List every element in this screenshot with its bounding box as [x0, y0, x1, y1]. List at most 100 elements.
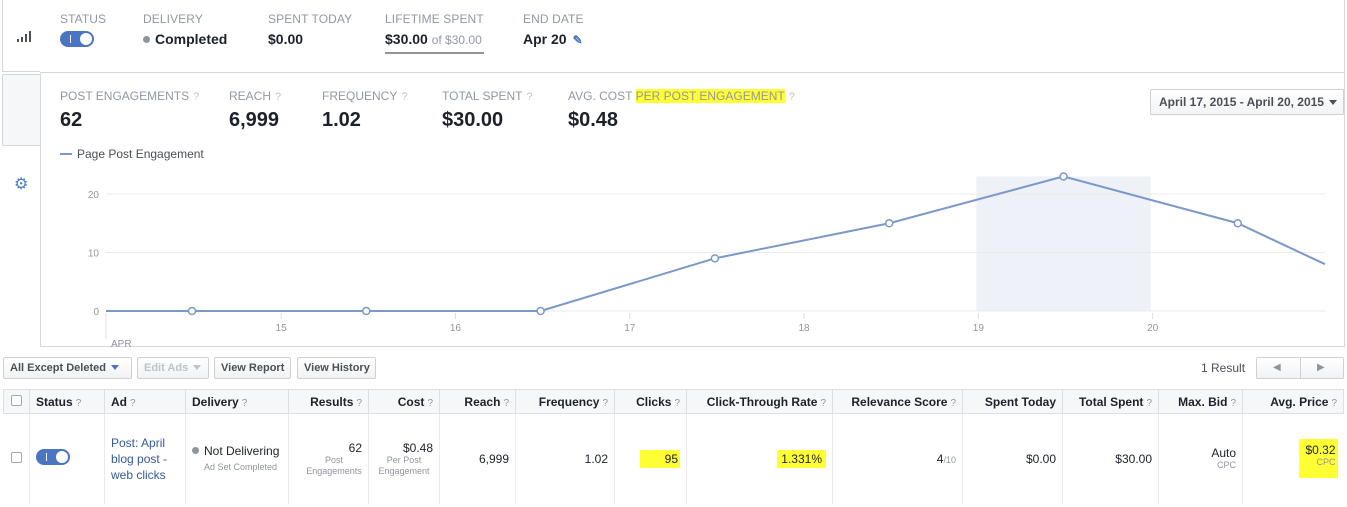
- ads-toolbar: All Except Deleted Edit Ads View Report …: [0, 357, 1347, 381]
- next-page-icon[interactable]: ▶: [1317, 362, 1325, 373]
- lifetime-spent-stat[interactable]: LIFETIME SPENT $30.00 of $30.00: [385, 12, 484, 54]
- data-point: [187, 306, 197, 316]
- cost-sub: Per Post Engagement: [378, 454, 430, 476]
- settings-tab[interactable]: ⚙: [2, 74, 40, 193]
- help-icon[interactable]: ?: [526, 91, 533, 103]
- x-tick-label: 19: [973, 323, 985, 334]
- reach-label: REACH: [229, 89, 272, 103]
- highlight-band: [976, 176, 1151, 311]
- avg-price-sub: CPC: [1316, 457, 1336, 468]
- engagement-chart: 0 10 20 15 16 17 18 19 20 APR: [88, 172, 1326, 350]
- results-count: 1 Result: [1201, 361, 1246, 375]
- col-results[interactable]: Results?: [288, 389, 369, 414]
- y-tick-label: 0: [93, 307, 99, 318]
- col-total-spent[interactable]: Total Spent?: [1062, 389, 1159, 414]
- bar-chart-icon: [17, 31, 31, 42]
- results-sub: Post Engagements: [306, 454, 362, 476]
- delivery-status: Not Delivering: [204, 444, 280, 459]
- date-range-selector[interactable]: April 17, 2015 - April 20, 2015: [1150, 89, 1344, 115]
- col-frequency[interactable]: Frequency?: [515, 389, 615, 414]
- engagements-label: POST ENGAGEMENTS: [60, 89, 190, 103]
- col-delivery[interactable]: Delivery?: [185, 389, 289, 414]
- prev-page-icon[interactable]: ◀: [1273, 362, 1281, 373]
- view-history-button[interactable]: View History: [297, 357, 376, 379]
- data-point: [536, 306, 545, 316]
- metric-avg-cost: AVG. COST PER POST ENGAGEMENT? $0.48: [568, 89, 795, 132]
- avg-cost-label: AVG. COST: [568, 89, 633, 103]
- clicks-cell: 95: [640, 449, 680, 468]
- insights-panel: [40, 73, 1345, 347]
- summary-panel: [40, 0, 1345, 73]
- engagements-value: 62: [60, 109, 83, 131]
- select-all-header: [3, 389, 30, 414]
- delivery-value: Completed: [155, 31, 228, 47]
- avg-price-value: $0.32: [1305, 443, 1336, 458]
- ctr-cell: 1.331%: [777, 449, 826, 468]
- spent-today-value: $0.00: [268, 31, 304, 47]
- max-bid-sub: CPC: [1216, 460, 1236, 471]
- legend-label: Page Post Engagement: [77, 147, 204, 161]
- cost-value: $0.48: [402, 440, 433, 455]
- relevance-cell: 4: [936, 451, 944, 466]
- ad-name-link[interactable]: Post: April blog post - web clicks: [111, 435, 168, 482]
- row-checkbox[interactable]: [10, 451, 22, 463]
- data-point: [1059, 172, 1068, 181]
- pencil-icon[interactable]: ✎: [572, 33, 583, 47]
- metric-engagements: POST ENGAGEMENTS? 62: [60, 89, 199, 132]
- data-point: [362, 306, 371, 316]
- x-start-label: APR: [111, 339, 132, 350]
- col-cost[interactable]: Cost?: [368, 389, 440, 414]
- data-point: [710, 254, 720, 263]
- delivery-stat: DELIVERY Completed: [143, 12, 227, 47]
- col-relevance[interactable]: Relevance Score?: [832, 389, 963, 414]
- help-icon[interactable]: ?: [788, 91, 795, 103]
- max-bid-value: Auto: [1211, 446, 1236, 461]
- relevance-sub: /10: [943, 454, 956, 465]
- caret-down-icon: [1329, 100, 1337, 105]
- gear-icon: ⚙: [14, 176, 29, 193]
- y-tick-label: 10: [88, 249, 100, 260]
- col-avg-price[interactable]: Avg. Price?: [1242, 389, 1344, 414]
- view-report-button[interactable]: View Report: [214, 357, 291, 379]
- help-icon[interactable]: ?: [193, 91, 200, 103]
- total-spent-label: TOTAL SPENT: [442, 89, 523, 103]
- col-spent-today[interactable]: Spent Today: [962, 389, 1063, 414]
- caret-down-icon: [193, 365, 202, 370]
- lifetime-spent-label: LIFETIME SPENT: [385, 12, 484, 26]
- end-date-stat: END DATE Apr 20 ✎: [523, 12, 584, 47]
- ad-status-toggle[interactable]: [36, 449, 70, 466]
- data-point: [1233, 219, 1243, 228]
- col-ctr[interactable]: Click-Through Rate?: [686, 389, 833, 414]
- status-label: STATUS: [60, 12, 107, 26]
- help-icon[interactable]: ?: [401, 91, 408, 103]
- edit-ads-button[interactable]: Edit Ads: [137, 357, 209, 379]
- total-spent-cell: $30.00: [1062, 413, 1159, 504]
- legend-swatch: [60, 153, 72, 155]
- status-toggle[interactable]: [60, 31, 94, 47]
- col-reach[interactable]: Reach?: [439, 389, 516, 414]
- x-tick-label: 15: [276, 323, 288, 334]
- col-status[interactable]: Status?: [29, 389, 105, 414]
- table-header-row: Status? Ad? Delivery? Results? Cost? Rea…: [3, 389, 1344, 414]
- lifetime-budget: of $30.00: [431, 33, 482, 47]
- total-spent-value: $30.00: [442, 109, 504, 131]
- lifetime-spent-value: $30.00: [385, 31, 428, 47]
- status-stat: STATUS: [60, 12, 106, 52]
- insights-tab[interactable]: [2, 0, 40, 72]
- data-point: [884, 219, 894, 228]
- filter-dropdown[interactable]: All Except Deleted: [3, 357, 132, 379]
- help-icon[interactable]: ?: [275, 91, 282, 103]
- col-ad[interactable]: Ad?: [104, 389, 186, 414]
- ads-table: Status? Ad? Delivery? Results? Cost? Rea…: [3, 389, 1344, 504]
- metric-total-spent: TOTAL SPENT? $30.00: [442, 89, 533, 132]
- col-clicks[interactable]: Clicks?: [614, 389, 687, 414]
- x-tick-label: 20: [1147, 323, 1159, 334]
- caret-down-icon: [110, 365, 119, 370]
- spent-today-label: SPENT TODAY: [268, 12, 353, 26]
- select-all-checkbox[interactable]: [11, 394, 22, 406]
- date-range-label: April 17, 2015 - April 20, 2015: [1159, 95, 1324, 109]
- delivery-label: DELIVERY: [143, 12, 203, 26]
- col-max-bid[interactable]: Max. Bid?: [1158, 389, 1243, 414]
- metric-frequency: FREQUENCY? 1.02: [322, 89, 407, 132]
- avg-cost-label-highlight: PER POST ENGAGEMENT: [635, 89, 785, 103]
